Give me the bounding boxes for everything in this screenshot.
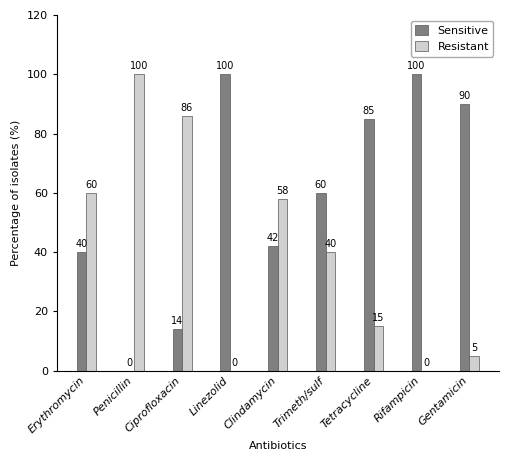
Y-axis label: Percentage of isolates (%): Percentage of isolates (%)	[11, 120, 21, 266]
Bar	[172, 329, 182, 371]
Text: 60: 60	[314, 180, 326, 190]
Bar	[182, 116, 191, 371]
Text: 0: 0	[422, 358, 429, 368]
Text: 40: 40	[324, 239, 336, 249]
Text: 0: 0	[126, 358, 132, 368]
Legend: Sensitive, Resistant: Sensitive, Resistant	[410, 21, 492, 57]
Text: 0: 0	[231, 358, 237, 368]
Bar	[87, 193, 96, 371]
Text: 86: 86	[181, 103, 193, 113]
Bar	[373, 326, 382, 371]
Bar	[363, 119, 373, 371]
Text: 60: 60	[85, 180, 97, 190]
Bar	[411, 74, 420, 371]
Text: 58: 58	[276, 186, 288, 196]
Bar	[77, 252, 87, 371]
Text: 90: 90	[458, 91, 470, 101]
Text: 14: 14	[171, 316, 183, 326]
Bar	[468, 356, 478, 371]
Text: 85: 85	[362, 106, 374, 116]
Text: 40: 40	[75, 239, 88, 249]
Bar	[325, 252, 334, 371]
Bar	[134, 74, 144, 371]
Text: 42: 42	[266, 233, 279, 243]
Bar	[277, 199, 287, 371]
Text: 15: 15	[372, 313, 384, 323]
Bar	[316, 193, 325, 371]
Bar	[220, 74, 230, 371]
Bar	[268, 246, 277, 371]
Bar	[459, 104, 468, 371]
Text: 100: 100	[407, 61, 425, 72]
Text: 5: 5	[470, 343, 476, 353]
Text: 100: 100	[130, 61, 148, 72]
Text: 100: 100	[216, 61, 234, 72]
X-axis label: Antibiotics: Antibiotics	[248, 441, 306, 451]
